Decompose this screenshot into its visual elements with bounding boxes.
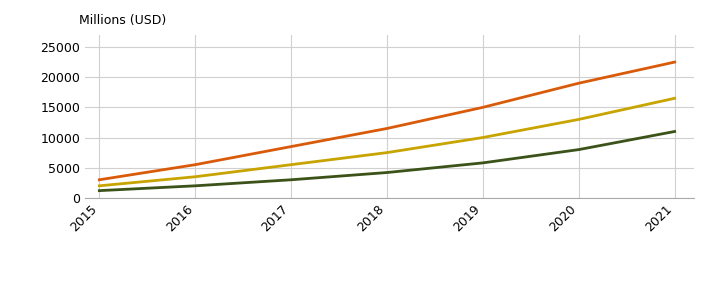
Moderate (ε = 0.6) [479,136,487,139]
Moderate (ε = 0.6) [287,163,295,166]
Aggressive (ε = 0.8) [191,163,200,166]
Conservative (ε = 0.4) [191,184,200,188]
Aggressive (ε = 0.8) [670,60,679,64]
Conservative (ε = 0.4) [383,171,392,174]
Moderate (ε = 0.6) [383,151,392,154]
Text: Millions (USD): Millions (USD) [79,14,166,27]
Aggressive (ε = 0.8) [479,106,487,109]
Line: Moderate (ε = 0.6): Moderate (ε = 0.6) [99,98,675,186]
Moderate (ε = 0.6) [191,175,200,178]
Conservative (ε = 0.4) [287,178,295,182]
Conservative (ε = 0.4) [670,130,679,133]
Conservative (ε = 0.4) [574,148,583,151]
Moderate (ε = 0.6) [670,97,679,100]
Conservative (ε = 0.4) [95,189,103,192]
Aggressive (ε = 0.8) [287,145,295,148]
Conservative (ε = 0.4) [479,161,487,165]
Line: Aggressive (ε = 0.8): Aggressive (ε = 0.8) [99,62,675,180]
Aggressive (ε = 0.8) [95,178,103,182]
Moderate (ε = 0.6) [95,184,103,188]
Aggressive (ε = 0.8) [383,127,392,130]
Aggressive (ε = 0.8) [574,81,583,85]
Moderate (ε = 0.6) [574,118,583,121]
Line: Conservative (ε = 0.4): Conservative (ε = 0.4) [99,132,675,191]
